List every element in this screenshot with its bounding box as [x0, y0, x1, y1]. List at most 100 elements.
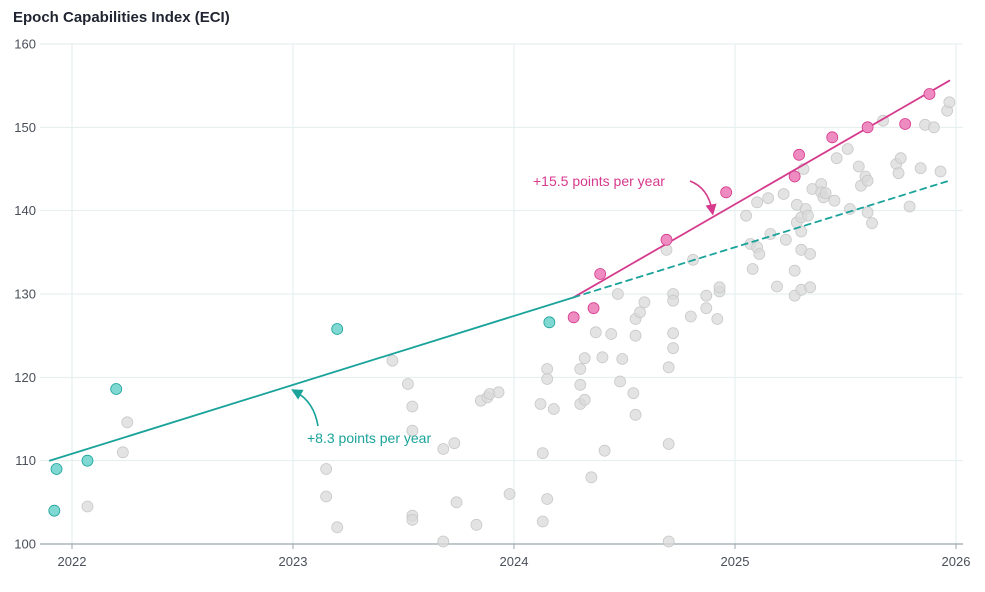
other-model-point	[762, 192, 775, 205]
other-model-point	[629, 329, 642, 342]
x-axis-ticks: 2022 2023 2024 2025 2026	[58, 554, 971, 569]
other-model-point	[634, 306, 646, 319]
y-axis-ticks: 100 110 120 130 140 150 160	[14, 37, 36, 552]
other-model-point	[684, 310, 697, 323]
other-model-point	[753, 248, 766, 260]
other-model-point	[598, 444, 611, 457]
other-model-point	[713, 281, 726, 294]
y-tick-label: 140	[14, 203, 36, 218]
y-tick-label: 120	[14, 370, 36, 385]
other-model-point	[406, 400, 419, 413]
other-model-point	[541, 493, 554, 505]
other-model-point	[667, 342, 680, 355]
other-model-point	[541, 363, 554, 375]
other-model-point	[629, 408, 642, 421]
other-model-point	[437, 443, 450, 455]
trend-recent-line	[572, 79, 951, 299]
other-model-point	[751, 196, 763, 209]
other-model-point	[470, 518, 483, 531]
frontier-recent-point	[899, 118, 912, 130]
other-model-point	[611, 288, 624, 300]
other-model-point	[541, 373, 554, 385]
other-model-point	[638, 296, 651, 309]
frontier-recent-point	[567, 311, 580, 324]
other-model-point	[596, 351, 609, 364]
y-tick-label: 150	[14, 120, 36, 135]
frontier-early-point	[543, 316, 556, 329]
other-model-point	[892, 167, 905, 180]
other-model-point	[616, 353, 629, 365]
slope-early-arrow	[291, 389, 319, 427]
x-tick-label: 2023	[279, 554, 308, 569]
frontier-recent-point	[594, 268, 607, 280]
other-model-point	[841, 143, 854, 155]
other-model-point	[795, 225, 808, 238]
other-model-point	[894, 152, 907, 165]
other-model-point	[536, 515, 549, 528]
other-model-point	[662, 361, 675, 374]
other-model-point	[574, 378, 587, 391]
other-model-point	[589, 326, 602, 339]
other-model-point	[578, 352, 591, 365]
trend-lines	[49, 79, 951, 462]
other-model-point	[121, 416, 134, 429]
frontier-recent-point	[720, 186, 733, 199]
other-model-point	[828, 194, 841, 207]
other-model-point	[331, 521, 344, 534]
other-model-point	[662, 535, 675, 548]
x-tick-label: 2024	[500, 554, 529, 569]
y-tick-label: 130	[14, 287, 36, 302]
y-tick-label: 100	[14, 537, 36, 552]
other-model-point	[667, 327, 680, 340]
y-tick-label: 110	[15, 453, 36, 468]
other-model-point	[536, 447, 549, 460]
frontier-recent-point	[861, 121, 874, 134]
other-model-point	[861, 206, 874, 219]
slope-recent-label: +15.5 points per year	[533, 173, 665, 189]
other-model-point	[700, 289, 713, 302]
other-model-point	[605, 328, 618, 340]
other-model-point	[903, 200, 916, 213]
other-model-point	[740, 209, 752, 222]
other-model-point	[578, 393, 591, 406]
other-model-point	[406, 513, 419, 526]
other-model-point	[852, 160, 865, 173]
other-model-point	[746, 263, 759, 275]
frontier-points	[48, 88, 936, 517]
frontier-early-point	[48, 504, 61, 517]
other-model-point	[934, 165, 947, 178]
other-model-point	[320, 463, 333, 475]
frontier-recent-point	[826, 131, 839, 144]
frontier-recent-point	[660, 233, 673, 246]
other-model-point	[402, 378, 414, 390]
other-model-point	[788, 264, 801, 277]
other-model-point	[779, 233, 792, 246]
other-model-point	[627, 387, 640, 400]
other-model-point	[614, 375, 626, 388]
other-model-point	[386, 354, 399, 367]
frontier-early-point	[50, 463, 63, 475]
other-model-point	[667, 294, 680, 307]
other-model-point	[928, 121, 940, 134]
frontier-recent-point	[793, 148, 805, 161]
other-model-point	[534, 398, 547, 410]
other-model-point	[711, 313, 724, 325]
other-model-point	[585, 471, 598, 484]
x-tick-label: 2026	[942, 554, 971, 569]
frontier-early-point	[331, 323, 344, 335]
other-model-point	[450, 496, 463, 509]
other-model-point	[819, 187, 832, 200]
other-model-point	[777, 188, 790, 200]
other-model-point	[866, 217, 878, 230]
other-model-point	[574, 363, 587, 375]
slope-early-label: +8.3 points per year	[307, 430, 431, 446]
x-tick-label: 2022	[58, 554, 87, 569]
other-model-point	[116, 446, 129, 459]
other-model-point	[802, 209, 814, 222]
trend-early-line	[49, 296, 575, 462]
frontier-early-point	[110, 383, 123, 395]
chart-title: Epoch Capabilities Index (ECI)	[13, 9, 230, 26]
other-model-point	[830, 152, 843, 165]
annotations: +8.3 points per year +15.5 points per yea…	[291, 173, 717, 446]
frontier-recent-point	[923, 88, 936, 100]
